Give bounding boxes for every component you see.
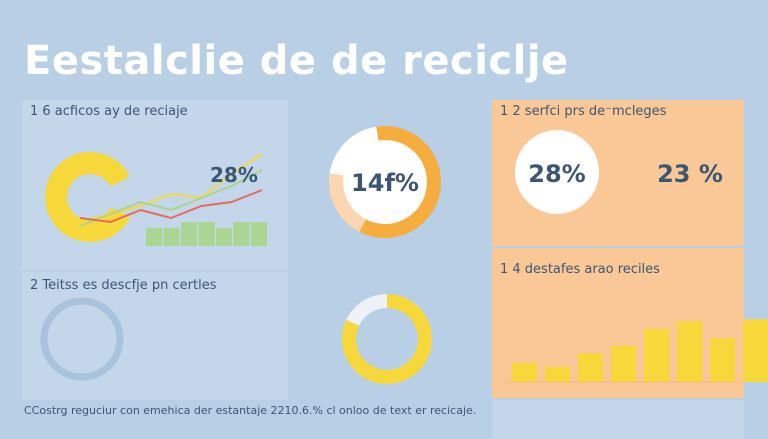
bar — [611, 345, 636, 382]
footer-note: CCostrg reguciur con emehica der estanta… — [24, 404, 477, 417]
donut-slice — [329, 173, 367, 232]
panel-label: 2 Teitss es descfje pn certles — [30, 278, 217, 293]
bar — [146, 228, 162, 246]
donut-slice — [346, 294, 388, 327]
donut-center-label: 14f% — [351, 169, 419, 197]
bar — [512, 363, 537, 382]
kpi-value: 23 % — [657, 160, 723, 188]
kpi-circle — [515, 130, 599, 214]
bar — [545, 366, 570, 382]
bar — [216, 228, 232, 246]
bar — [233, 222, 250, 246]
panel-bottom — [492, 400, 744, 439]
bar — [710, 338, 735, 382]
donut-slice — [45, 152, 131, 242]
bar — [251, 222, 267, 246]
panel-label: 1 6 acficos ay de reciaje — [30, 104, 188, 119]
bar — [578, 353, 603, 382]
panel-label: 1 2 serfci prs de⁻mcleges — [500, 104, 667, 119]
donut-slice — [40, 297, 124, 381]
bar — [198, 222, 215, 246]
kpi-value: 28% — [528, 160, 585, 188]
bar — [743, 319, 768, 382]
donut-slice — [342, 294, 432, 384]
line-series — [79, 169, 263, 227]
line-series — [79, 189, 263, 224]
line-annotation: 28% — [210, 163, 258, 187]
panel-label: 1 4 destafes arao reciles — [500, 262, 660, 277]
donut-center — [342, 139, 428, 225]
page-title: Eestalclie de de reciclje — [24, 38, 569, 84]
donut-slice — [329, 126, 379, 182]
bar — [181, 222, 197, 246]
bar — [644, 328, 669, 382]
panel-ring-charts — [22, 272, 288, 400]
bar — [163, 228, 180, 246]
bar — [677, 321, 702, 382]
